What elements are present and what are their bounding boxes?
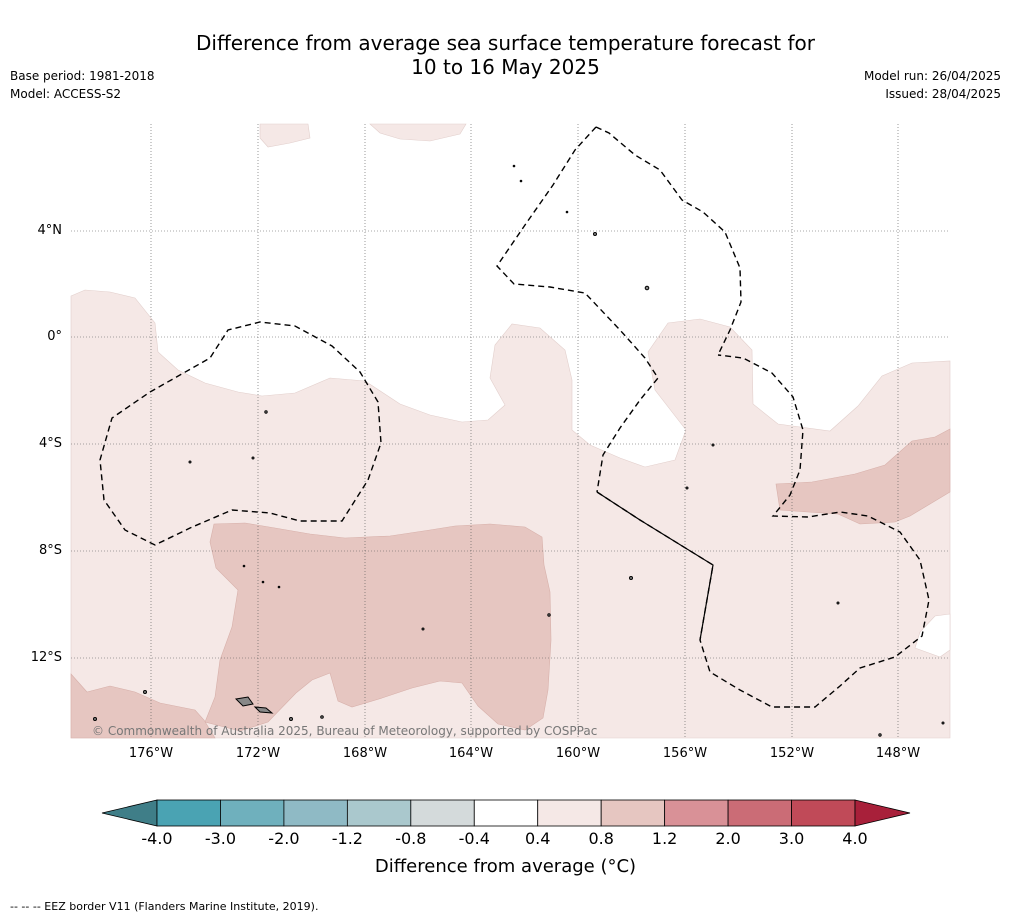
lat-label-12s: 12°S xyxy=(30,650,62,665)
colorbar-tick-label: -1.2 xyxy=(331,829,363,848)
lon-label-172w: 172°W xyxy=(235,746,281,761)
colorbar-segment xyxy=(410,799,475,827)
colorbar-tick-label: -3.0 xyxy=(204,829,237,848)
anomaly-moderate-warm-east xyxy=(775,428,951,525)
colorbar-segment xyxy=(346,799,412,827)
meta-right: Model run: 26/04/2025 Issued: 28/04/2025 xyxy=(864,67,1001,103)
map-title: Difference from average sea surface temp… xyxy=(0,31,1011,79)
anomaly-neutral-se xyxy=(914,613,951,658)
colorbar-segments xyxy=(156,799,856,827)
lat-label-0: 0° xyxy=(47,329,62,344)
lat-label-4s: 4°S xyxy=(38,436,62,451)
lon-label-156w: 156°W xyxy=(662,746,708,761)
colorbar-segment xyxy=(220,799,285,827)
islands xyxy=(93,164,945,737)
lon-label-148w: 148°W xyxy=(875,746,921,761)
colorbar-tick-label: -0.4 xyxy=(458,829,490,848)
colorbar-segment xyxy=(473,799,539,827)
colorbar-tick-label: 3.0 xyxy=(778,829,805,848)
eez-solid-segment xyxy=(596,491,714,641)
colorbar-tick-label: 2.0 xyxy=(715,829,741,848)
colorbar-tick-label: -0.8 xyxy=(395,829,427,848)
colorbar-segment xyxy=(791,799,856,827)
colorbar-segment xyxy=(156,799,221,827)
island-upolu xyxy=(234,696,254,707)
colorbar-max-extend xyxy=(854,799,911,827)
model-name: Model: ACCESS-S2 xyxy=(10,87,122,101)
copyright-notice: © Commonwealth of Australia 2025, Bureau… xyxy=(92,724,598,738)
title-line-2: 10 to 16 May 2025 xyxy=(411,55,600,79)
anomaly-weak-warm-north-2 xyxy=(369,123,467,142)
colorbar-segment xyxy=(727,799,792,827)
lon-label-160w: 160°W xyxy=(555,746,601,761)
colorbar xyxy=(101,799,911,827)
eez-legend: -- -- -- EEZ border V11 (Flanders Marine… xyxy=(10,900,319,913)
colorbar-min-extend xyxy=(101,799,158,827)
model-run: Model run: 26/04/2025 xyxy=(863,69,1001,83)
lon-label-164w: 164°W xyxy=(448,746,494,761)
meta-left: Base period: 1981-2018 Model: ACCESS-S2 xyxy=(10,67,155,103)
eez-border-cook xyxy=(596,354,930,708)
colorbar-segment xyxy=(283,799,348,827)
colorbar-segment xyxy=(600,799,666,827)
lon-label-168w: 168°W xyxy=(342,746,388,761)
eez-border-kiribati-line xyxy=(595,126,742,356)
lat-label-8s: 8°S xyxy=(38,543,62,558)
anomaly-weak-warm-north-1 xyxy=(259,123,311,148)
base-period: Base period: 1981-2018 xyxy=(10,69,155,83)
island-tutuila xyxy=(253,706,274,714)
colorbar-segment xyxy=(664,799,729,827)
colorbar-title: Difference from average (°C) xyxy=(374,856,637,877)
eez-borders xyxy=(99,126,930,708)
colorbar-tick-label: 0.4 xyxy=(524,829,551,848)
issued-date: Issued: 28/04/2025 xyxy=(885,87,1001,101)
anomaly-moderate-warm-southwest xyxy=(70,673,216,739)
colorbar-tick-label: -2.0 xyxy=(268,829,300,848)
eez-border-line-2 xyxy=(496,126,659,493)
map-gridlines xyxy=(71,124,950,738)
lon-label-152w: 152°W xyxy=(769,746,815,761)
colorbar-tick-label: 0.8 xyxy=(588,829,614,848)
lat-label-4n: 4°N xyxy=(37,223,63,238)
lon-label-176w: 176°W xyxy=(128,746,174,761)
colorbar-tick-label: 4.0 xyxy=(842,829,868,848)
title-line-1: Difference from average sea surface temp… xyxy=(195,31,815,55)
colorbar-segment xyxy=(537,799,602,827)
anomaly-moderate-warm-central xyxy=(204,522,552,732)
colorbar-tick-label: -4.0 xyxy=(141,829,173,848)
eez-border-kiribati-phoenix xyxy=(99,321,382,546)
colorbar-tick-label: 1.2 xyxy=(651,829,678,848)
